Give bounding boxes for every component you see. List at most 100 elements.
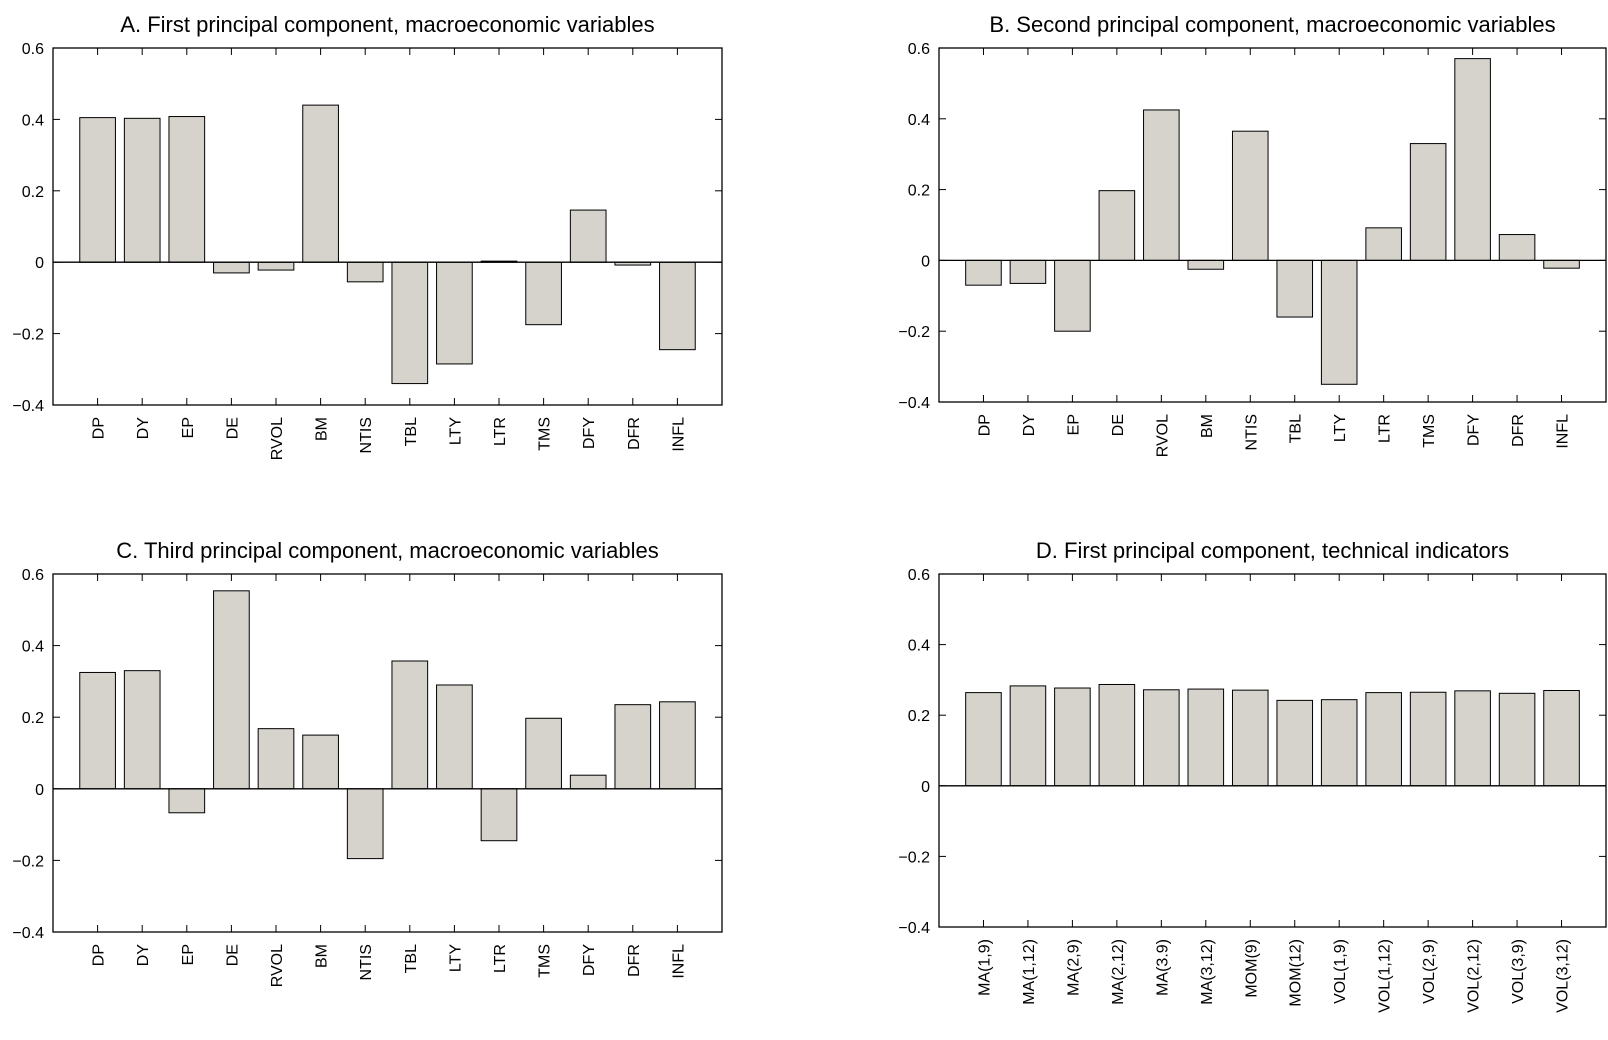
y-tick-label: 0.6 bbox=[908, 41, 930, 58]
x-tick-label: DY bbox=[1021, 414, 1038, 437]
x-tick-label: LTY bbox=[1332, 414, 1349, 442]
x-tick-label: EP bbox=[180, 417, 197, 438]
bar-vol-2-9 bbox=[1409, 691, 1447, 787]
bar-bm bbox=[302, 104, 339, 263]
x-tick-label: DP bbox=[976, 414, 993, 436]
bar-lty bbox=[436, 684, 473, 790]
bar-dp bbox=[79, 117, 116, 263]
bar-ntis bbox=[1231, 130, 1269, 261]
bar-ma-2-12 bbox=[1098, 683, 1136, 787]
chart-panel-d: D. First principal component, technical … bbox=[898, 538, 1607, 1013]
x-tick-label: TBL bbox=[403, 417, 420, 446]
x-tick-label: TMS bbox=[537, 417, 554, 451]
y-tick-label: 0.4 bbox=[908, 638, 930, 655]
bar-infl bbox=[1543, 259, 1580, 269]
bar-vol-1-9 bbox=[1320, 699, 1358, 787]
y-tick-label: −0.4 bbox=[12, 398, 44, 415]
y-tick-label: 0.2 bbox=[908, 708, 930, 725]
x-tick-label: TBL bbox=[1288, 414, 1305, 443]
y-tick-label: 0.4 bbox=[908, 112, 930, 129]
x-tick-label: DE bbox=[224, 417, 241, 439]
bar-de bbox=[213, 590, 250, 790]
y-tick-label: 0.6 bbox=[22, 567, 44, 584]
bar-dfy bbox=[1454, 58, 1491, 261]
y-tick-label: 0.6 bbox=[908, 567, 930, 584]
bar-ntis bbox=[346, 788, 384, 860]
x-tick-label: BM bbox=[1199, 414, 1216, 438]
y-tick-label: 0.2 bbox=[908, 183, 930, 200]
bar-dfr bbox=[614, 704, 652, 790]
x-tick-label: VOL(2,9) bbox=[1421, 939, 1438, 1004]
x-tick-label: DP bbox=[91, 417, 108, 439]
x-tick-label: DY bbox=[135, 417, 152, 440]
x-tick-label: DFY bbox=[581, 944, 598, 976]
bar-ma-1-9 bbox=[965, 692, 1002, 787]
bar-tms bbox=[1409, 143, 1447, 261]
bar-vol-3-12 bbox=[1543, 689, 1580, 787]
bar-vol-1-12 bbox=[1365, 692, 1402, 787]
x-tick-label: LTR bbox=[1377, 414, 1394, 443]
x-tick-label: TBL bbox=[403, 944, 420, 973]
bar-dfy bbox=[569, 774, 607, 790]
bar-de bbox=[1098, 190, 1136, 261]
chart-title: A. First principal component, macroecono… bbox=[120, 12, 654, 37]
x-tick-label: MA(3.9) bbox=[1154, 939, 1171, 996]
bar-ltr bbox=[1365, 227, 1402, 261]
bar-rvol bbox=[257, 728, 295, 790]
bar-dy bbox=[123, 117, 161, 263]
chart-panel-c: C. Third principal component, macroecono… bbox=[12, 538, 723, 987]
bar-ep bbox=[1054, 259, 1091, 332]
x-tick-label: DFR bbox=[1510, 414, 1527, 447]
x-tick-label: LTR bbox=[492, 417, 509, 446]
bar-dy bbox=[1009, 259, 1047, 284]
bar-ltr bbox=[480, 788, 518, 842]
bar-ma-3-12 bbox=[1187, 688, 1225, 787]
x-tick-label: DY bbox=[135, 944, 152, 967]
x-tick-label: BM bbox=[314, 944, 331, 968]
y-tick-label: 0.2 bbox=[22, 710, 44, 727]
bar-vol-2-12 bbox=[1454, 690, 1491, 787]
bar-dp bbox=[965, 259, 1002, 286]
x-tick-label: EP bbox=[180, 944, 197, 965]
x-tick-label: INFL bbox=[1555, 414, 1572, 449]
x-tick-label: RVOL bbox=[269, 417, 286, 460]
y-tick-label: 0.2 bbox=[22, 184, 44, 201]
axes-frame bbox=[938, 47, 1607, 403]
bar-tbl bbox=[391, 261, 429, 385]
bar-ma-3-9 bbox=[1143, 689, 1180, 787]
x-tick-label: RVOL bbox=[1154, 414, 1171, 457]
x-tick-label: INFL bbox=[670, 944, 687, 979]
bar-infl bbox=[659, 261, 696, 351]
bar-dp bbox=[79, 671, 116, 790]
bar-tms bbox=[525, 717, 562, 790]
x-tick-label: DE bbox=[224, 944, 241, 966]
bar-mom-12 bbox=[1276, 699, 1314, 787]
x-tick-label: VOL(3,12) bbox=[1555, 939, 1572, 1013]
x-tick-label: MA(1,12) bbox=[1021, 939, 1038, 1005]
x-tick-label: DFR bbox=[626, 944, 643, 977]
x-tick-label: VOL(3,9) bbox=[1510, 939, 1527, 1004]
x-tick-label: LTY bbox=[447, 417, 464, 445]
x-tick-label: EP bbox=[1065, 414, 1082, 435]
x-tick-label: VOL(1,12) bbox=[1377, 939, 1394, 1013]
bar-de bbox=[213, 261, 250, 274]
bar-ep bbox=[168, 788, 206, 814]
x-tick-label: VOL(2,12) bbox=[1466, 939, 1483, 1013]
bar-ep bbox=[168, 116, 206, 263]
chart-title: B. Second principal component, macroecon… bbox=[989, 12, 1555, 37]
axes-frame bbox=[52, 47, 723, 406]
bar-tbl bbox=[1276, 259, 1314, 318]
y-tick-label: −0.2 bbox=[12, 327, 44, 344]
bar-vol-3-9 bbox=[1498, 692, 1536, 787]
bar-ntis bbox=[346, 261, 384, 283]
x-tick-label: NTIS bbox=[358, 944, 375, 980]
axes-frame bbox=[52, 573, 723, 933]
x-tick-label: NTIS bbox=[1243, 414, 1260, 450]
y-tick-label: 0.6 bbox=[22, 41, 44, 58]
x-tick-label: MOM(12) bbox=[1288, 939, 1305, 1007]
bar-bm bbox=[1187, 259, 1225, 270]
x-tick-label: NTIS bbox=[358, 417, 375, 453]
chart-title: D. First principal component, technical … bbox=[1036, 538, 1509, 563]
bar-tbl bbox=[391, 660, 429, 790]
